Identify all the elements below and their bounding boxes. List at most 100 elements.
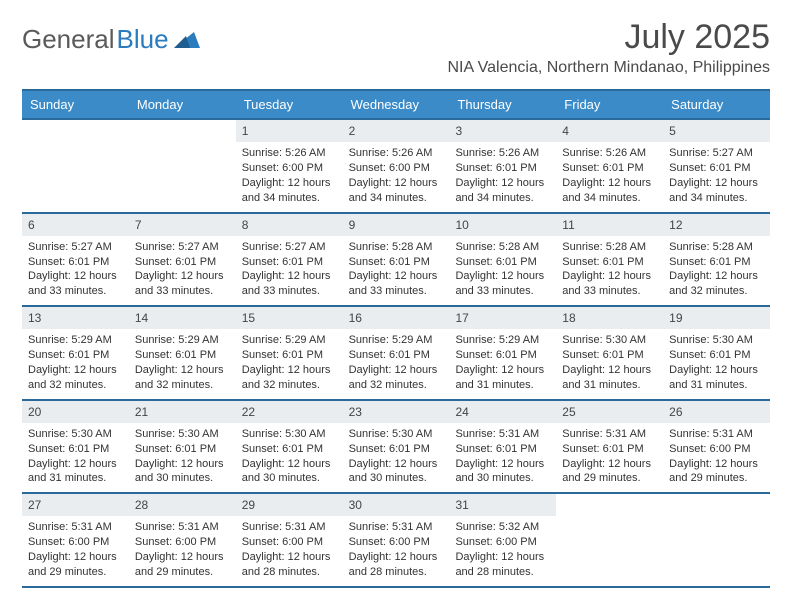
sunrise-value: 5:27 AM — [285, 241, 325, 253]
sunrise-line: Sunrise: 5:26 AM — [242, 146, 337, 161]
sunrise-value: 5:28 AM — [713, 241, 753, 253]
daylight-label: Daylight: — [135, 270, 178, 282]
day-number: 18 — [556, 307, 663, 329]
sunset-line: Sunset: 6:01 PM — [562, 442, 657, 457]
sunset-line: Sunset: 6:01 PM — [242, 255, 337, 270]
sunset-value: 6:00 PM — [389, 536, 430, 548]
sunset-line: Sunset: 6:01 PM — [455, 348, 550, 363]
sunrise-label: Sunrise: — [28, 241, 68, 253]
daylight-line: Daylight: 12 hours and 34 minutes. — [562, 176, 657, 206]
day-details: Sunrise: 5:27 AMSunset: 6:01 PMDaylight:… — [129, 238, 236, 305]
sunrise-line: Sunrise: 5:30 AM — [562, 333, 657, 348]
sunset-label: Sunset: — [669, 256, 706, 268]
sunset-label: Sunset: — [455, 443, 492, 455]
sunset-value: 6:01 PM — [68, 443, 109, 455]
daylight-line: Daylight: 12 hours and 30 minutes. — [135, 457, 230, 487]
sunset-line: Sunset: 6:01 PM — [455, 255, 550, 270]
sunset-label: Sunset: — [28, 256, 65, 268]
calendar-cell-day-27: 27Sunrise: 5:31 AMSunset: 6:00 PMDayligh… — [22, 494, 129, 586]
sunset-line: Sunset: 6:01 PM — [242, 442, 337, 457]
sunset-value: 6:01 PM — [389, 256, 430, 268]
daylight-label: Daylight: — [28, 364, 71, 376]
sunset-value: 6:00 PM — [68, 536, 109, 548]
calendar-cell-day-25: 25Sunrise: 5:31 AMSunset: 6:01 PMDayligh… — [556, 401, 663, 493]
day-details: Sunrise: 5:26 AMSunset: 6:00 PMDaylight:… — [236, 144, 343, 211]
daylight-line: Daylight: 12 hours and 30 minutes. — [242, 457, 337, 487]
sunset-line: Sunset: 6:00 PM — [669, 442, 764, 457]
daylight-line: Daylight: 12 hours and 32 minutes. — [349, 363, 444, 393]
sunset-value: 6:01 PM — [603, 349, 644, 361]
location-text: NIA Valencia, Northern Mindanao, Philipp… — [447, 59, 770, 77]
sunset-value: 6:01 PM — [68, 349, 109, 361]
sunrise-line: Sunrise: 5:29 AM — [349, 333, 444, 348]
daylight-line: Daylight: 12 hours and 34 minutes. — [669, 176, 764, 206]
calendar-cell-day-14: 14Sunrise: 5:29 AMSunset: 6:01 PMDayligh… — [129, 307, 236, 399]
calendar-cell-day-2: 2Sunrise: 5:26 AMSunset: 6:00 PMDaylight… — [343, 120, 450, 212]
daylight-line: Daylight: 12 hours and 34 minutes. — [455, 176, 550, 206]
sunrise-value: 5:30 AM — [71, 428, 111, 440]
day-details: Sunrise: 5:27 AMSunset: 6:01 PMDaylight:… — [22, 238, 129, 305]
day-number: 14 — [129, 307, 236, 329]
sunrise-value: 5:26 AM — [606, 147, 646, 159]
sunset-label: Sunset: — [242, 256, 279, 268]
sunrise-value: 5:31 AM — [606, 428, 646, 440]
sunset-label: Sunset: — [349, 162, 386, 174]
sunset-label: Sunset: — [562, 349, 599, 361]
daylight-label: Daylight: — [455, 364, 498, 376]
daylight-line: Daylight: 12 hours and 30 minutes. — [455, 457, 550, 487]
sunrise-label: Sunrise: — [669, 428, 709, 440]
day-number: 9 — [343, 214, 450, 236]
calendar-cell-day-1: 1Sunrise: 5:26 AMSunset: 6:00 PMDaylight… — [236, 120, 343, 212]
sunrise-line: Sunrise: 5:27 AM — [669, 146, 764, 161]
sunrise-line: Sunrise: 5:31 AM — [28, 520, 123, 535]
day-details: Sunrise: 5:31 AMSunset: 6:00 PMDaylight:… — [663, 425, 770, 492]
daylight-label: Daylight: — [455, 177, 498, 189]
sunrise-line: Sunrise: 5:28 AM — [349, 240, 444, 255]
sunset-line: Sunset: 6:01 PM — [28, 348, 123, 363]
calendar-cell-day-31: 31Sunrise: 5:32 AMSunset: 6:00 PMDayligh… — [449, 494, 556, 586]
sunset-value: 6:00 PM — [175, 536, 216, 548]
calendar-cell-day-9: 9Sunrise: 5:28 AMSunset: 6:01 PMDaylight… — [343, 214, 450, 306]
calendar-cell-day-23: 23Sunrise: 5:30 AMSunset: 6:01 PMDayligh… — [343, 401, 450, 493]
day-number: 17 — [449, 307, 556, 329]
sunrise-value: 5:31 AM — [499, 428, 539, 440]
sunset-value: 6:01 PM — [496, 256, 537, 268]
day-number: 3 — [449, 120, 556, 142]
sunset-line: Sunset: 6:01 PM — [669, 255, 764, 270]
calendar-cell-day-12: 12Sunrise: 5:28 AMSunset: 6:01 PMDayligh… — [663, 214, 770, 306]
calendar-cell-day-10: 10Sunrise: 5:28 AMSunset: 6:01 PMDayligh… — [449, 214, 556, 306]
daylight-line: Daylight: 12 hours and 31 minutes. — [28, 457, 123, 487]
sunrise-line: Sunrise: 5:31 AM — [669, 427, 764, 442]
daylight-line: Daylight: 12 hours and 28 minutes. — [242, 550, 337, 580]
calendar-row: 13Sunrise: 5:29 AMSunset: 6:01 PMDayligh… — [22, 307, 770, 401]
daylight-line: Daylight: 12 hours and 29 minutes. — [562, 457, 657, 487]
day-number: 7 — [129, 214, 236, 236]
sunset-line: Sunset: 6:01 PM — [135, 348, 230, 363]
day-number: 15 — [236, 307, 343, 329]
day-details: Sunrise: 5:29 AMSunset: 6:01 PMDaylight:… — [343, 331, 450, 398]
day-number: 1 — [236, 120, 343, 142]
weekday-sunday: Sunday — [22, 91, 129, 118]
sunset-line: Sunset: 6:00 PM — [242, 161, 337, 176]
sunrise-label: Sunrise: — [562, 334, 602, 346]
sunrise-line: Sunrise: 5:29 AM — [28, 333, 123, 348]
day-number: 21 — [129, 401, 236, 423]
day-number: 27 — [22, 494, 129, 516]
sunrise-value: 5:26 AM — [499, 147, 539, 159]
sunrise-label: Sunrise: — [455, 521, 495, 533]
sunrise-line: Sunrise: 5:31 AM — [135, 520, 230, 535]
sunrise-label: Sunrise: — [28, 428, 68, 440]
calendar-cell-day-6: 6Sunrise: 5:27 AMSunset: 6:01 PMDaylight… — [22, 214, 129, 306]
sunrise-value: 5:31 AM — [178, 521, 218, 533]
day-number: 16 — [343, 307, 450, 329]
calendar-cell-day-15: 15Sunrise: 5:29 AMSunset: 6:01 PMDayligh… — [236, 307, 343, 399]
weekday-thursday: Thursday — [449, 91, 556, 118]
sunrise-value: 5:30 AM — [285, 428, 325, 440]
daylight-label: Daylight: — [562, 364, 605, 376]
sunrise-value: 5:28 AM — [499, 241, 539, 253]
daylight-line: Daylight: 12 hours and 33 minutes. — [242, 269, 337, 299]
day-details: Sunrise: 5:30 AMSunset: 6:01 PMDaylight:… — [236, 425, 343, 492]
day-details: Sunrise: 5:27 AMSunset: 6:01 PMDaylight:… — [663, 144, 770, 211]
sunset-label: Sunset: — [349, 536, 386, 548]
day-number: 31 — [449, 494, 556, 516]
